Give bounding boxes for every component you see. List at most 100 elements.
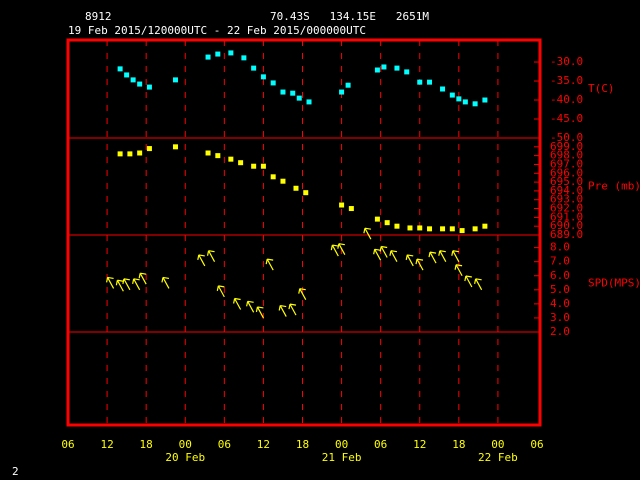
x-tick-label: 06 <box>530 438 543 451</box>
data-point <box>172 144 178 150</box>
wind-arrow <box>405 254 414 267</box>
data-point <box>459 228 465 234</box>
y-axis-label: T(C) <box>588 82 615 95</box>
wind-arrow <box>428 251 437 264</box>
x-tick-label: 00 <box>335 438 348 451</box>
y-axis-label: Pre (mb) <box>588 180 640 193</box>
data-point <box>260 163 266 169</box>
wind-arrow <box>278 304 287 317</box>
date-label: 21 Feb <box>322 451 362 464</box>
y-tick-label: -30.0 <box>550 55 583 68</box>
data-point <box>417 225 423 231</box>
data-point <box>339 202 345 208</box>
wind-arrow <box>373 248 382 261</box>
data-point <box>407 225 413 231</box>
wind-arrow <box>122 278 131 291</box>
data-point <box>205 54 211 60</box>
data-point <box>241 55 247 61</box>
data-point <box>449 92 455 98</box>
data-point <box>251 65 257 71</box>
x-tick-label: 18 <box>296 438 309 451</box>
data-point <box>228 156 234 162</box>
data-point <box>462 99 468 105</box>
x-tick-label: 12 <box>413 438 426 451</box>
x-tick-label: 18 <box>140 438 153 451</box>
data-point <box>137 81 143 87</box>
data-point <box>394 65 400 71</box>
station-id: 8912 <box>85 10 112 23</box>
wind-arrow <box>379 245 388 258</box>
y-tick-label: 2.0 <box>550 325 570 338</box>
x-tick-label: 00 <box>179 438 192 451</box>
wind-arrow <box>132 278 141 291</box>
y-tick-label: 689.0 <box>550 228 583 241</box>
data-point <box>394 223 400 229</box>
x-tick-label: 12 <box>100 438 113 451</box>
wind-arrow <box>454 264 463 277</box>
data-point <box>456 96 462 102</box>
x-tick-label: 06 <box>374 438 387 451</box>
y-tick-label: 690.0 <box>550 219 583 232</box>
y-tick-label: 699.0 <box>550 140 583 153</box>
data-point <box>472 101 478 107</box>
data-point <box>427 226 433 232</box>
wind-arrow <box>115 279 124 292</box>
wind-arrow <box>265 258 274 271</box>
data-point <box>146 84 152 90</box>
y-tick-label: 696.0 <box>550 166 583 179</box>
data-point <box>270 174 276 180</box>
data-point <box>374 216 380 222</box>
y-tick-label: 3.0 <box>550 311 570 324</box>
y-tick-label: -50.0 <box>550 131 583 144</box>
data-point <box>296 95 302 101</box>
data-point <box>215 153 221 159</box>
data-point <box>290 90 296 96</box>
wind-arrow <box>288 303 297 316</box>
data-point <box>384 220 390 226</box>
x-tick-label: 06 <box>61 438 74 451</box>
data-point <box>427 79 433 85</box>
wind-arrow <box>363 227 372 240</box>
wind-arrow <box>451 250 460 262</box>
data-point <box>124 72 130 78</box>
data-point <box>293 185 299 191</box>
wind-arrow <box>389 250 398 262</box>
y-tick-label: 4.0 <box>550 297 570 310</box>
y-axis-label: SPD(MPS) <box>588 277 640 290</box>
data-point <box>449 226 455 232</box>
station-location: 70.43S 134.15E 2651M <box>270 10 429 23</box>
data-point <box>374 67 380 73</box>
y-tick-label: 691.0 <box>550 210 583 223</box>
data-point <box>117 151 123 157</box>
data-point <box>228 50 234 56</box>
data-point <box>280 178 286 184</box>
y-tick-label: 5.0 <box>550 283 570 296</box>
data-point <box>482 223 488 229</box>
footer: 2 <box>12 465 19 478</box>
period: 19 Feb 2015/120000UTC - 22 Feb 2015/0000… <box>68 24 366 37</box>
wind-arrow <box>474 278 483 291</box>
data-point <box>348 206 354 212</box>
data-point <box>251 163 257 169</box>
y-tick-label: 693.0 <box>550 193 583 206</box>
wind-arrow <box>206 250 216 262</box>
wind-arrow <box>255 306 264 319</box>
data-point <box>417 79 423 85</box>
data-point <box>130 77 136 83</box>
wind-arrow <box>464 275 473 288</box>
y-tick-label: 6.0 <box>550 269 570 282</box>
data-point <box>127 151 133 157</box>
frame <box>66 38 542 427</box>
data-point <box>215 51 221 57</box>
y-tick-label: 697.0 <box>550 157 583 170</box>
y-tick-label: 698.0 <box>550 149 583 162</box>
data-point <box>345 82 351 88</box>
y-tick-label: 7.0 <box>550 255 570 268</box>
data-point <box>440 226 446 232</box>
y-tick-label: 692.0 <box>550 202 583 215</box>
y-tick-label: -40.0 <box>550 93 583 106</box>
data-point <box>260 74 266 80</box>
data-point <box>482 97 488 103</box>
